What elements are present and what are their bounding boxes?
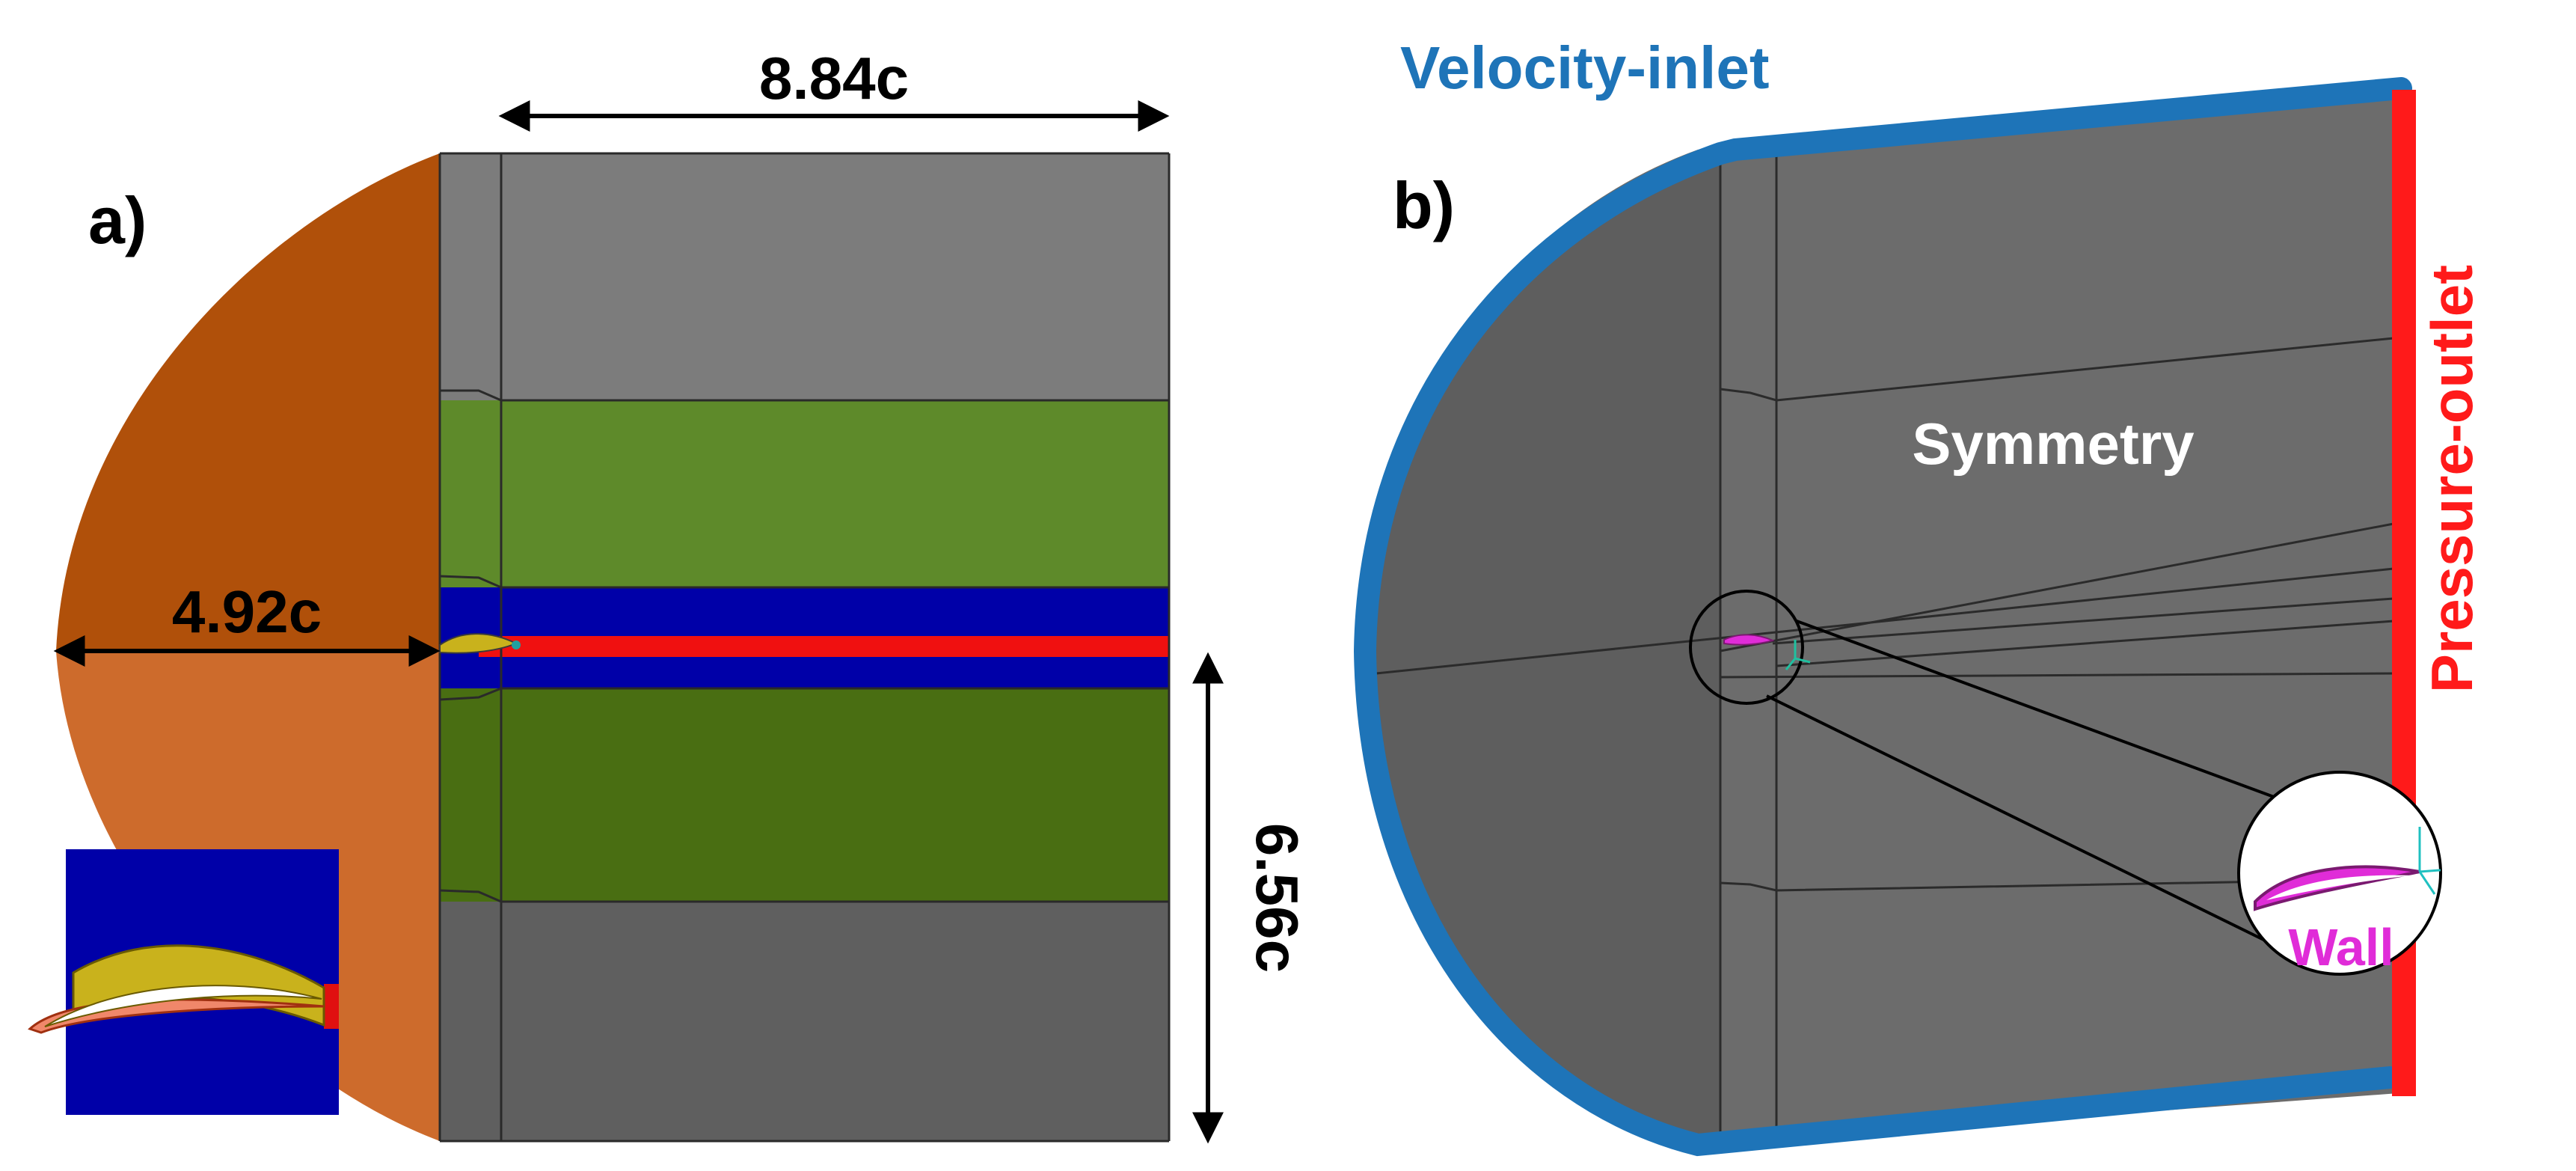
panel-a-label: a)	[88, 183, 147, 257]
zoom-source-circle	[1689, 590, 1804, 705]
green-zone-top	[440, 400, 1169, 587]
grey-zone-top	[440, 153, 1169, 400]
red-wake-zone	[479, 636, 1169, 657]
wall-label: Wall	[2288, 918, 2393, 976]
mesh-lines-b	[1376, 148, 2394, 1141]
dim-upstream-label: 4.92c	[172, 578, 322, 645]
panel-b-label: b)	[1393, 168, 1455, 242]
dim-length-label: 8.84c	[759, 45, 909, 111]
small-airfoil	[1723, 634, 1775, 646]
panel-a: a) 8.84c 4.92c 6.56c	[28, 45, 1310, 1144]
panel-b: b) Velocity-inlet Symmetry Pressure-outl…	[1353, 34, 2485, 1157]
axis-triad-zoom	[2418, 827, 2441, 895]
dim-height-label: 6.56c	[1244, 823, 1310, 973]
green-zone-bottom	[440, 688, 1169, 902]
axis-triad-small	[1785, 640, 1811, 670]
inlet-label: Velocity-inlet	[1400, 34, 1769, 101]
zoom-line-top	[1796, 620, 2275, 798]
grey-zone-bottom	[440, 902, 1169, 1141]
zoom-line-bottom	[1766, 694, 2286, 952]
domain-front-b	[1369, 153, 1720, 1141]
airfoil-te-marker	[512, 640, 521, 649]
velocity-inlet-boundary	[1353, 77, 2412, 1157]
inset-airfoil	[28, 849, 339, 1115]
outlet-label: Pressure-outlet	[2419, 265, 2485, 693]
c-domain-upper	[56, 153, 440, 651]
symmetry-label: Symmetry	[1912, 411, 2194, 477]
